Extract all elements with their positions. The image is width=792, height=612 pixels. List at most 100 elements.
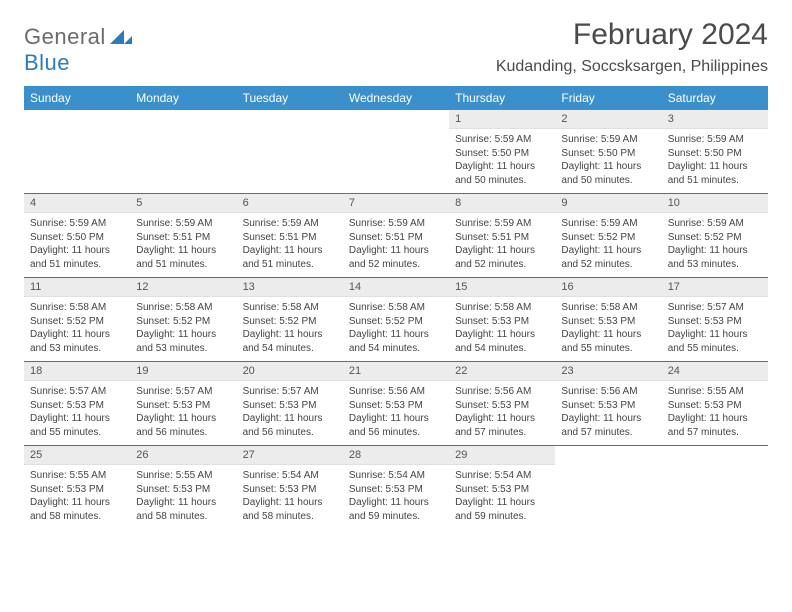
day-cell: 8Sunrise: 5:59 AMSunset: 5:51 PMDaylight… [449, 194, 555, 277]
daylight-text: Daylight: 11 hours and 58 minutes. [136, 496, 230, 523]
daylight-text: Daylight: 11 hours and 58 minutes. [243, 496, 337, 523]
day-cell: 16Sunrise: 5:58 AMSunset: 5:53 PMDayligh… [555, 278, 661, 361]
day-cell: 5Sunrise: 5:59 AMSunset: 5:51 PMDaylight… [130, 194, 236, 277]
daylight-text: Daylight: 11 hours and 58 minutes. [30, 496, 124, 523]
day-body: Sunrise: 5:54 AMSunset: 5:53 PMDaylight:… [449, 465, 555, 529]
day-cell: 25Sunrise: 5:55 AMSunset: 5:53 PMDayligh… [24, 446, 130, 529]
day-header-sat: Saturday [662, 86, 768, 110]
day-cell: 3Sunrise: 5:59 AMSunset: 5:50 PMDaylight… [662, 110, 768, 193]
sunset-text: Sunset: 5:51 PM [136, 231, 230, 245]
sunset-text: Sunset: 5:51 PM [455, 231, 549, 245]
day-number [343, 110, 449, 129]
day-number: 17 [662, 278, 768, 297]
page-title: February 2024 [496, 18, 768, 52]
day-number: 3 [662, 110, 768, 129]
day-header-thu: Thursday [449, 86, 555, 110]
sunrise-text: Sunrise: 5:59 AM [349, 217, 443, 231]
day-number: 19 [130, 362, 236, 381]
daylight-text: Daylight: 11 hours and 51 minutes. [243, 244, 337, 271]
day-cell: 4Sunrise: 5:59 AMSunset: 5:50 PMDaylight… [24, 194, 130, 277]
daylight-text: Daylight: 11 hours and 57 minutes. [455, 412, 549, 439]
day-cell: 24Sunrise: 5:55 AMSunset: 5:53 PMDayligh… [662, 362, 768, 445]
sunrise-text: Sunrise: 5:57 AM [136, 385, 230, 399]
day-body: Sunrise: 5:58 AMSunset: 5:52 PMDaylight:… [237, 297, 343, 361]
day-number: 8 [449, 194, 555, 213]
sunrise-text: Sunrise: 5:57 AM [30, 385, 124, 399]
day-number: 14 [343, 278, 449, 297]
day-number: 13 [237, 278, 343, 297]
sunrise-text: Sunrise: 5:59 AM [668, 133, 762, 147]
sunset-text: Sunset: 5:52 PM [243, 315, 337, 329]
location-text: Kudanding, Soccsksargen, Philippines [496, 58, 768, 76]
week-row: 25Sunrise: 5:55 AMSunset: 5:53 PMDayligh… [24, 445, 768, 529]
sunrise-text: Sunrise: 5:54 AM [455, 469, 549, 483]
day-cell [24, 110, 130, 193]
daylight-text: Daylight: 11 hours and 52 minutes. [561, 244, 655, 271]
day-number: 7 [343, 194, 449, 213]
sunset-text: Sunset: 5:52 PM [30, 315, 124, 329]
sunset-text: Sunset: 5:53 PM [668, 315, 762, 329]
week-row: 11Sunrise: 5:58 AMSunset: 5:52 PMDayligh… [24, 277, 768, 361]
day-header-wed: Wednesday [343, 86, 449, 110]
daylight-text: Daylight: 11 hours and 55 minutes. [668, 328, 762, 355]
day-body: Sunrise: 5:58 AMSunset: 5:53 PMDaylight:… [449, 297, 555, 361]
sunset-text: Sunset: 5:51 PM [243, 231, 337, 245]
sunset-text: Sunset: 5:50 PM [668, 147, 762, 161]
day-cell: 27Sunrise: 5:54 AMSunset: 5:53 PMDayligh… [237, 446, 343, 529]
sunset-text: Sunset: 5:51 PM [349, 231, 443, 245]
sunrise-text: Sunrise: 5:55 AM [136, 469, 230, 483]
logo-mark-icon [110, 30, 132, 44]
daylight-text: Daylight: 11 hours and 56 minutes. [243, 412, 337, 439]
day-body: Sunrise: 5:59 AMSunset: 5:50 PMDaylight:… [555, 129, 661, 193]
daylight-text: Daylight: 11 hours and 53 minutes. [136, 328, 230, 355]
day-number: 26 [130, 446, 236, 465]
daylight-text: Daylight: 11 hours and 57 minutes. [561, 412, 655, 439]
sunset-text: Sunset: 5:53 PM [349, 483, 443, 497]
sunrise-text: Sunrise: 5:58 AM [349, 301, 443, 315]
day-cell: 20Sunrise: 5:57 AMSunset: 5:53 PMDayligh… [237, 362, 343, 445]
sunrise-text: Sunrise: 5:56 AM [349, 385, 443, 399]
day-header-sun: Sunday [24, 86, 130, 110]
day-number: 10 [662, 194, 768, 213]
daylight-text: Daylight: 11 hours and 50 minutes. [455, 160, 549, 187]
sunset-text: Sunset: 5:52 PM [668, 231, 762, 245]
sunrise-text: Sunrise: 5:59 AM [668, 217, 762, 231]
logo: General Blue [24, 24, 132, 76]
day-header-fri: Friday [555, 86, 661, 110]
day-number: 20 [237, 362, 343, 381]
day-header-mon: Monday [130, 86, 236, 110]
sunrise-text: Sunrise: 5:55 AM [668, 385, 762, 399]
sunrise-text: Sunrise: 5:55 AM [30, 469, 124, 483]
day-body: Sunrise: 5:59 AMSunset: 5:51 PMDaylight:… [130, 213, 236, 277]
sunset-text: Sunset: 5:53 PM [243, 399, 337, 413]
day-body: Sunrise: 5:55 AMSunset: 5:53 PMDaylight:… [130, 465, 236, 529]
sunrise-text: Sunrise: 5:59 AM [561, 217, 655, 231]
sunset-text: Sunset: 5:53 PM [136, 483, 230, 497]
day-body: Sunrise: 5:57 AMSunset: 5:53 PMDaylight:… [24, 381, 130, 445]
title-block: February 2024 Kudanding, Soccsksargen, P… [496, 18, 768, 76]
daylight-text: Daylight: 11 hours and 53 minutes. [30, 328, 124, 355]
weeks-container: 1Sunrise: 5:59 AMSunset: 5:50 PMDaylight… [24, 110, 768, 529]
day-number: 29 [449, 446, 555, 465]
day-number: 11 [24, 278, 130, 297]
day-cell: 12Sunrise: 5:58 AMSunset: 5:52 PMDayligh… [130, 278, 236, 361]
week-row: 1Sunrise: 5:59 AMSunset: 5:50 PMDaylight… [24, 110, 768, 193]
day-header-row: Sunday Monday Tuesday Wednesday Thursday… [24, 86, 768, 110]
day-cell: 18Sunrise: 5:57 AMSunset: 5:53 PMDayligh… [24, 362, 130, 445]
day-cell [237, 110, 343, 193]
day-body: Sunrise: 5:54 AMSunset: 5:53 PMDaylight:… [343, 465, 449, 529]
daylight-text: Daylight: 11 hours and 52 minutes. [349, 244, 443, 271]
day-number: 9 [555, 194, 661, 213]
sunset-text: Sunset: 5:52 PM [561, 231, 655, 245]
day-cell: 17 Sunrise: 5:57 AMSunset: 5:53 PMDayligh… [662, 278, 768, 361]
daylight-text: Daylight: 11 hours and 56 minutes. [136, 412, 230, 439]
day-number: 12 [130, 278, 236, 297]
day-cell: 1Sunrise: 5:59 AMSunset: 5:50 PMDaylight… [449, 110, 555, 193]
day-cell: 21Sunrise: 5:56 AMSunset: 5:53 PMDayligh… [343, 362, 449, 445]
sunrise-text: Sunrise: 5:57 AM [668, 301, 762, 315]
sunrise-text: Sunrise: 5:58 AM [30, 301, 124, 315]
day-cell: 28Sunrise: 5:54 AMSunset: 5:53 PMDayligh… [343, 446, 449, 529]
sunset-text: Sunset: 5:53 PM [136, 399, 230, 413]
sunset-text: Sunset: 5:53 PM [349, 399, 443, 413]
sunrise-text: Sunrise: 5:56 AM [561, 385, 655, 399]
